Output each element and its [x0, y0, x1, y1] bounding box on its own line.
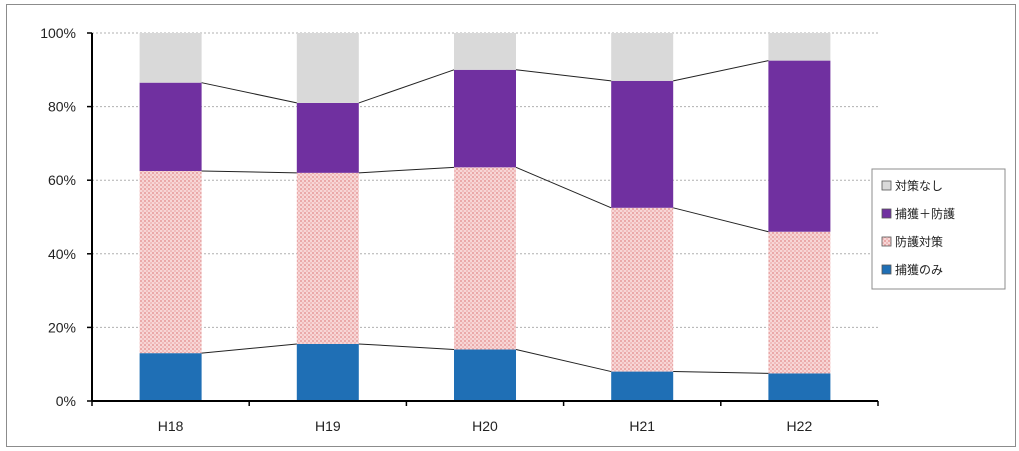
series-line: [358, 69, 455, 104]
legend-swatch: [881, 264, 892, 275]
series-line: [201, 343, 297, 354]
bar-segment: [454, 167, 516, 350]
bar-segment: [611, 371, 674, 401]
series-line: [673, 60, 769, 82]
axes: [87, 32, 879, 406]
bar-segment: [611, 80, 674, 208]
bars: [139, 33, 831, 401]
x-tick-label: H21: [629, 418, 655, 434]
series-line: [515, 166, 612, 209]
bar-segment: [768, 33, 831, 61]
y-tick-label: 60%: [48, 172, 76, 188]
y-tick-labels: 0% 20% 40% 60% 80% 100%: [40, 25, 76, 409]
bar-segment: [454, 33, 516, 70]
legend-label: 対策なし: [895, 179, 943, 193]
x-tick-label: H18: [158, 418, 184, 434]
series-line: [201, 82, 297, 104]
bar-segment: [768, 373, 831, 401]
bar-segment: [296, 33, 359, 103]
bar-segment: [139, 33, 202, 83]
legend-label: 捕獲＋防護: [895, 206, 955, 221]
series-line: [358, 343, 455, 350]
y-tick-label: 40%: [48, 246, 76, 262]
bar-segment: [454, 349, 516, 401]
bar-segment: [139, 353, 202, 401]
bar-segment: [139, 171, 202, 354]
x-tick-label: H22: [787, 418, 813, 434]
legend-swatch: [881, 208, 892, 219]
bar-segment: [768, 60, 831, 232]
series-line: [358, 166, 455, 174]
y-tick-label: 20%: [48, 319, 76, 335]
series-line: [515, 69, 612, 82]
bar-segment: [296, 343, 359, 401]
chart-frame: [6, 4, 1016, 447]
legend-label: 捕獲のみ: [895, 262, 943, 277]
y-tick-label: 80%: [48, 99, 76, 115]
series-lines: [201, 60, 769, 374]
series-line: [515, 348, 612, 373]
bar-segment: [139, 82, 202, 171]
legend-swatch: [881, 180, 892, 191]
bar-segment: [296, 102, 359, 173]
series-line: [201, 170, 297, 174]
legend-swatch: [881, 236, 892, 247]
legend-box: [871, 168, 1006, 290]
x-tick-label: H20: [472, 418, 498, 434]
series-line: [673, 371, 769, 374]
bar-segment: [611, 207, 674, 372]
y-tick-label: 0%: [56, 393, 76, 409]
series-line: [673, 207, 769, 233]
bar-segment: [611, 33, 674, 81]
x-tick-labels: H18 H19 H20 H21 H22: [158, 418, 813, 434]
x-tick-label: H19: [315, 418, 341, 434]
bar-segment: [454, 69, 516, 168]
legend-label: 防護対策: [895, 234, 943, 249]
y-tick-label: 100%: [40, 25, 76, 41]
bar-segment: [768, 231, 831, 374]
bar-segment: [296, 172, 359, 344]
